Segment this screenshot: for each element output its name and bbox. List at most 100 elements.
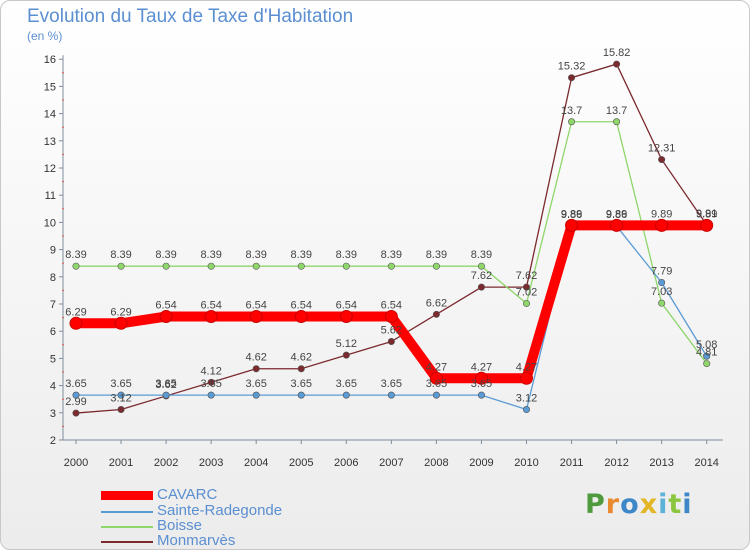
data-label: 2.99: [65, 396, 86, 408]
data-point: [297, 391, 305, 399]
data-point: [387, 262, 395, 270]
data-label: 8.39: [291, 249, 312, 261]
data-label: 4.12: [200, 365, 221, 377]
legend-swatch: [101, 491, 153, 500]
data-label: 9.89: [561, 208, 582, 220]
data-point: [474, 371, 488, 385]
data-label: 4.27: [426, 361, 447, 373]
legend-swatch: [101, 511, 153, 513]
data-label: 13.7: [606, 105, 627, 117]
data-label: 3.65: [291, 378, 312, 390]
data-point: [703, 352, 711, 360]
logo-letter: i: [658, 489, 669, 520]
data-label: 15.32: [558, 61, 586, 73]
x-tick-label: 2014: [694, 457, 718, 469]
data-point: [207, 262, 215, 270]
data-label: 6.54: [381, 300, 402, 312]
data-label: 3.65: [336, 378, 357, 390]
data-point: [159, 310, 173, 324]
data-point: [252, 262, 260, 270]
data-point: [207, 378, 215, 386]
data-label: 7.02: [516, 286, 537, 298]
data-point: [522, 406, 530, 414]
data-label: 15.82: [603, 47, 631, 59]
data-label: 9.91: [696, 208, 717, 220]
data-label: 3.65: [245, 378, 266, 390]
data-point: [72, 409, 80, 417]
data-point: [613, 118, 621, 126]
x-tick-label: 2008: [424, 457, 448, 469]
data-label: 6.54: [336, 300, 357, 312]
y-tick-label: 4: [50, 381, 56, 393]
data-label: 5.12: [336, 338, 357, 350]
legend-label: Monmarvès: [157, 532, 236, 549]
data-point: [162, 391, 170, 399]
data-point: [432, 262, 440, 270]
data-point: [522, 299, 530, 307]
data-point: [294, 310, 308, 324]
data-point: [72, 262, 80, 270]
x-tick-label: 2005: [289, 457, 313, 469]
data-label: 8.39: [426, 249, 447, 261]
logo-letter: x: [639, 489, 659, 520]
data-point: [387, 391, 395, 399]
legend-label: Sainte-Radegonde: [157, 502, 283, 519]
data-label: 8.39: [336, 249, 357, 261]
data-point: [339, 310, 353, 324]
data-point: [658, 279, 666, 287]
logo-letter: i: [682, 489, 693, 520]
data-point: [117, 391, 125, 399]
data-point: [658, 299, 666, 307]
data-label: 6.54: [200, 300, 221, 312]
data-point: [565, 218, 579, 232]
data-point: [655, 218, 669, 232]
data-label: 8.39: [155, 249, 176, 261]
data-label: 6.54: [291, 300, 312, 312]
y-tick-label: 7: [50, 299, 56, 311]
x-tick-label: 2000: [64, 457, 88, 469]
logo-letter: P: [585, 489, 606, 520]
data-point: [432, 391, 440, 399]
data-point: [658, 156, 666, 164]
data-point: [429, 371, 443, 385]
logo-letter: t: [668, 489, 683, 520]
data-label: 7.79: [651, 266, 672, 278]
y-tick-label: 13: [44, 136, 56, 148]
data-point: [568, 118, 576, 126]
data-point: [477, 262, 485, 270]
data-label: 3.12: [110, 393, 131, 405]
data-point: [342, 391, 350, 399]
y-tick-label: 8: [50, 272, 56, 284]
y-tick-label: 6: [50, 326, 56, 338]
data-point: [432, 310, 440, 318]
data-label: 4.27: [471, 361, 492, 373]
data-point: [114, 316, 128, 330]
data-label: 9.89: [696, 208, 717, 220]
logo-letter: o: [620, 489, 640, 520]
data-label: 13.7: [561, 105, 582, 117]
data-point: [297, 262, 305, 270]
data-label: 4.62: [291, 352, 312, 364]
data-label: 3.65: [426, 378, 447, 390]
chart-subtitle: (en %): [27, 29, 63, 43]
data-label: 6.29: [110, 306, 131, 318]
data-label: 3.65: [381, 378, 402, 390]
y-tick-label: 10: [44, 217, 56, 229]
data-label: 3.65: [155, 378, 176, 390]
y-tick-label: 16: [44, 54, 56, 66]
data-point: [69, 316, 83, 330]
data-point: [117, 406, 125, 414]
data-label: 9.89: [606, 208, 627, 220]
data-point: [610, 218, 624, 232]
logo-letter: r: [605, 489, 621, 520]
x-tick-label: 2006: [334, 457, 358, 469]
data-point: [342, 262, 350, 270]
data-point: [520, 371, 533, 385]
data-point: [252, 365, 260, 373]
legend-label: Boisse: [157, 517, 203, 534]
legend-label: CAVARC: [157, 486, 218, 503]
chart-title: Evolution du Taux de Taxe d'Habitation: [27, 6, 354, 27]
data-label: 8.39: [245, 249, 266, 261]
data-label: 6.54: [155, 300, 176, 312]
